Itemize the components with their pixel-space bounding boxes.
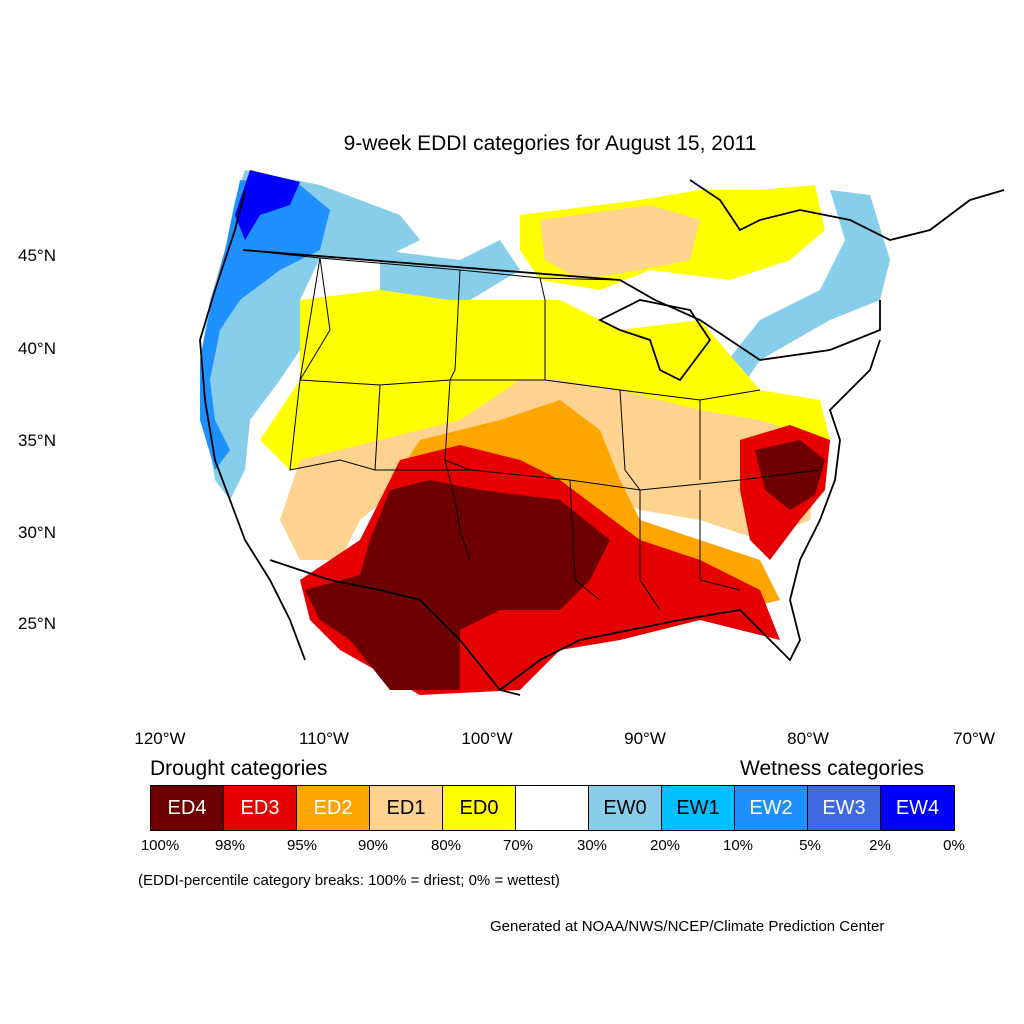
- legend-label: ED4: [167, 796, 207, 819]
- legend-box-ew2: EW2: [735, 786, 808, 830]
- wet-area-coast-strong: [235, 170, 300, 240]
- percentile-label: 5%: [799, 837, 821, 854]
- legend-box-ed0: ED0: [443, 786, 516, 830]
- percentile-label: 0%: [943, 837, 965, 854]
- category-breaks-note: (EDDI-percentile category breaks: 100% =…: [138, 872, 560, 889]
- drought-ed1-northern: [540, 205, 700, 280]
- percentile-label: 100%: [140, 837, 180, 854]
- great-lakes-outline: [597, 299, 712, 382]
- lat-label-30: 30°N: [18, 523, 56, 542]
- lat-label-40: 40°N: [18, 339, 56, 358]
- percentile-label: 90%: [357, 837, 389, 854]
- drought-ed4-southeast: [755, 440, 825, 510]
- state-boundaries: [242, 249, 821, 611]
- us-canada-border: [242, 249, 881, 361]
- wetness-heading: Wetness categories: [740, 757, 925, 780]
- legend-label: EW3: [822, 796, 866, 819]
- legend-box-ew4: EW4: [881, 786, 954, 830]
- legend-label: ED2: [313, 796, 353, 819]
- credit-line: Generated at NOAA/NWS/NCEP/Climate Predi…: [490, 918, 885, 935]
- lon-label-120: 120°W: [134, 729, 186, 748]
- legend-box-ed1: ED1: [370, 786, 443, 830]
- percentile-label: 10%: [722, 837, 754, 854]
- legend-box-ed4: ED4: [151, 786, 224, 830]
- legend-box-normal: [516, 786, 589, 830]
- legend-box-ew3: EW3: [808, 786, 881, 830]
- canada-coast-north: [689, 179, 1005, 241]
- lat-label-45: 45°N: [18, 246, 56, 265]
- map-title: 9-week EDDI categories for August 15, 20…: [343, 132, 757, 155]
- east-coastline: [789, 339, 881, 601]
- percentile-label: 98%: [214, 837, 246, 854]
- legend-label: EW0: [603, 796, 647, 819]
- percentile-label: 95%: [286, 837, 318, 854]
- lat-label-35: 35°N: [18, 431, 56, 450]
- wet-area-northeast: [720, 190, 890, 390]
- category-fill-areas: [200, 170, 890, 695]
- percentile-label: 70%: [502, 837, 534, 854]
- country-boundaries: [199, 179, 1005, 696]
- lon-label-80: 80°W: [787, 729, 829, 748]
- category-legend: ED4 ED3 ED2 ED1 ED0 EW0 EW1 EW2 EW3 EW4: [150, 785, 955, 831]
- legend-label: EW2: [749, 796, 793, 819]
- lon-label-90: 90°W: [624, 729, 666, 748]
- legend-box-ed3: ED3: [224, 786, 297, 830]
- drought-ed4-southern-plains: [305, 480, 610, 690]
- percentile-label: 2%: [869, 837, 891, 854]
- lon-label-100: 100°W: [461, 729, 513, 748]
- legend-box-ed2: ED2: [297, 786, 370, 830]
- drought-ed1-central: [280, 380, 820, 560]
- legend-box-ew0: EW0: [589, 786, 662, 830]
- drought-heading: Drought categories: [150, 757, 328, 780]
- percentile-label: 30%: [576, 837, 608, 854]
- wet-area-northwest-core: [200, 180, 330, 470]
- lat-label-25: 25°N: [18, 614, 56, 633]
- legend-label: ED1: [386, 796, 426, 819]
- lon-label-70: 70°W: [953, 729, 995, 748]
- lon-label-110: 110°W: [299, 729, 349, 748]
- percentile-label: 20%: [649, 837, 681, 854]
- legend-box-ew1: EW1: [662, 786, 735, 830]
- legend-label: EW4: [895, 796, 940, 819]
- west-coastline: [199, 189, 306, 661]
- percentile-label: 80%: [430, 837, 462, 854]
- legend-label: ED3: [240, 796, 280, 819]
- gulf-coastline: [499, 599, 801, 691]
- legend-label: ED0: [459, 796, 499, 819]
- legend-label: EW1: [676, 796, 720, 819]
